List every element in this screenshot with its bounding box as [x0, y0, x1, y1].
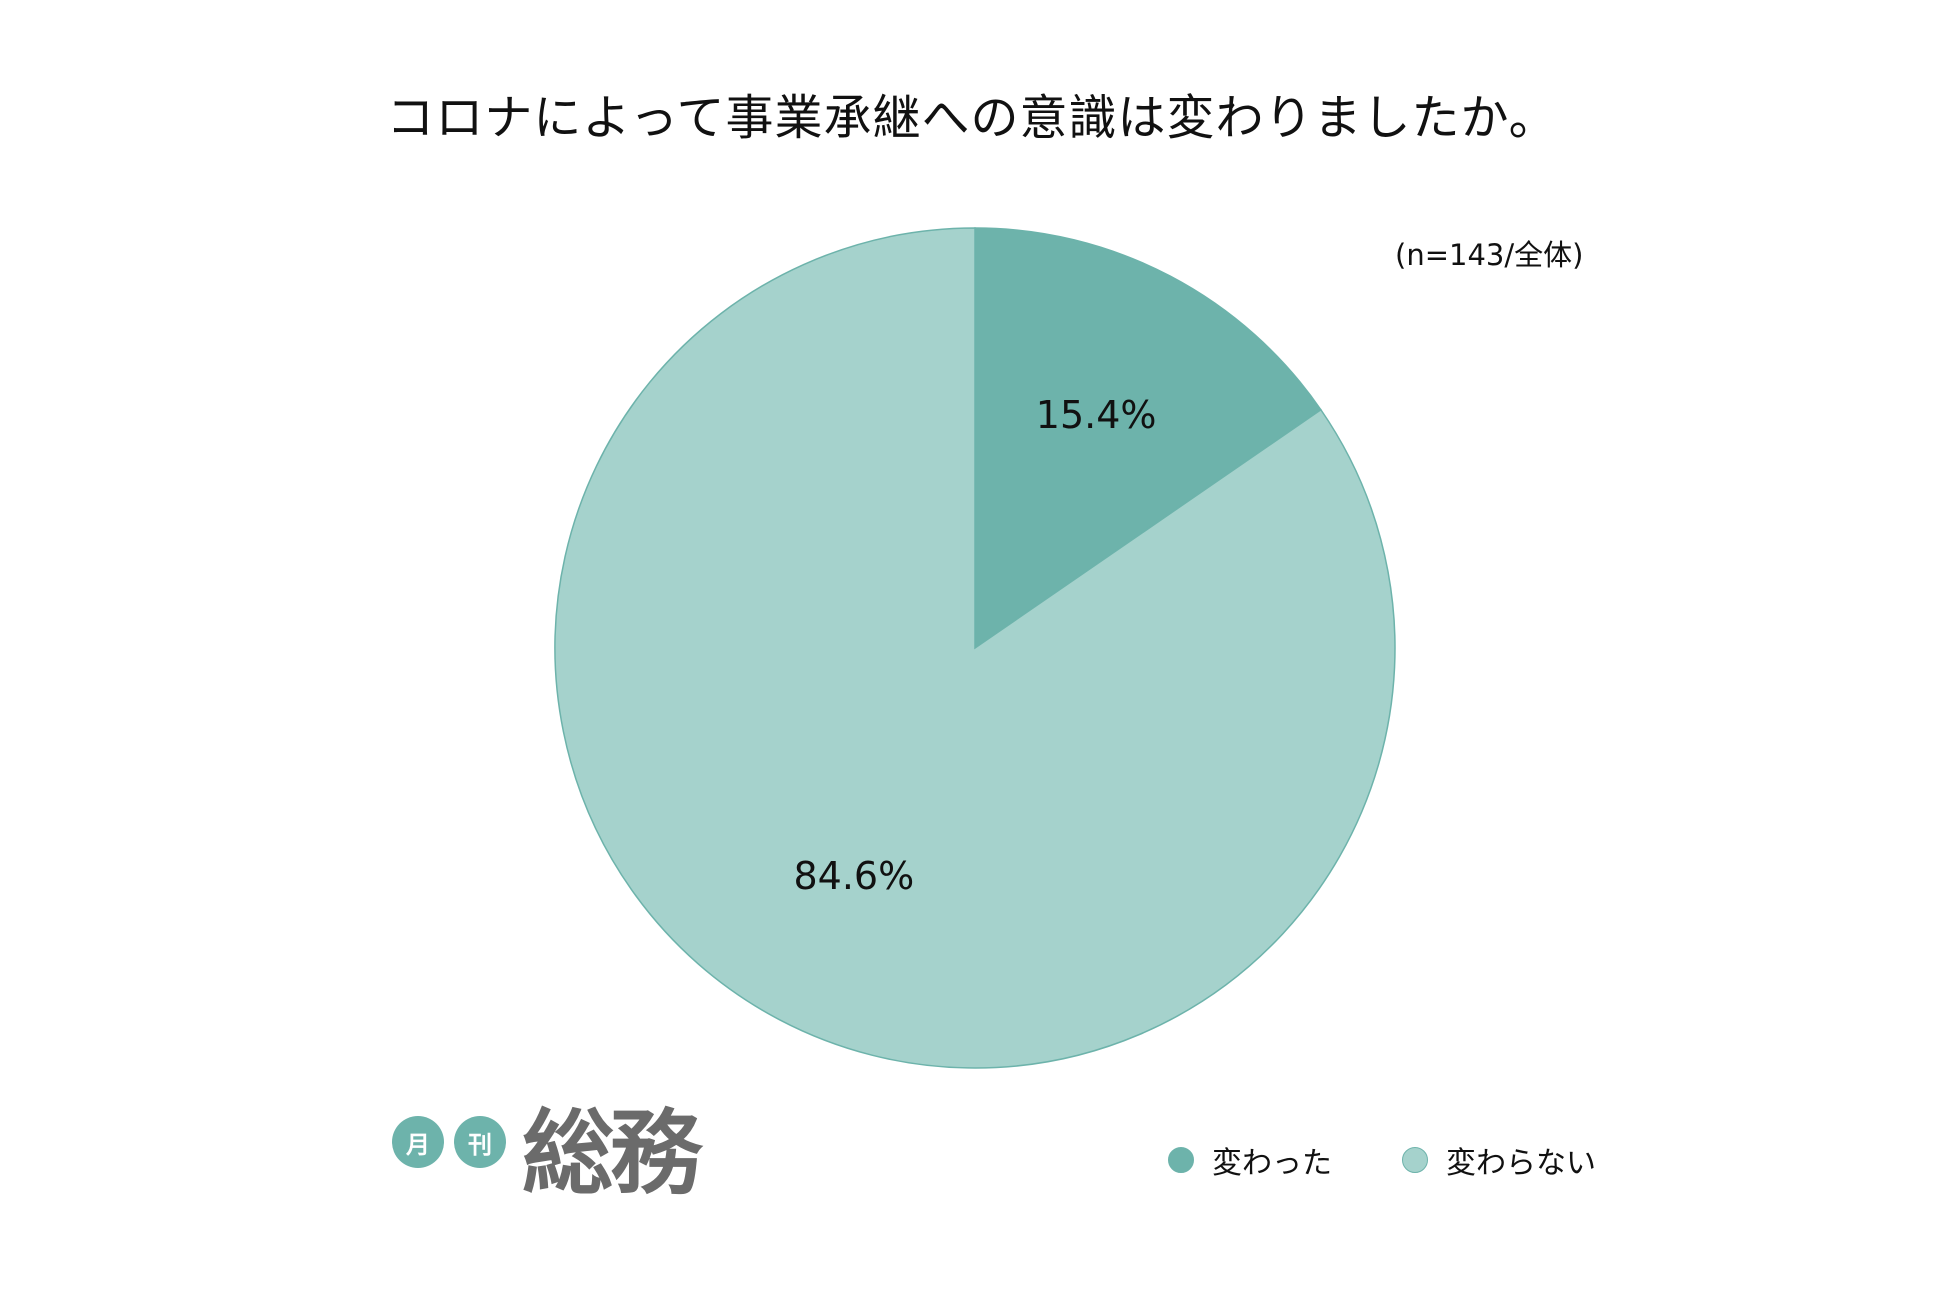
legend-label-changed: 変わった [1212, 1146, 1332, 1181]
legend-swatch-changed [1168, 1147, 1194, 1173]
legend-swatch-unchanged [1402, 1147, 1428, 1173]
logo-wordmark: 総務 [522, 1100, 702, 1207]
logo-badge-publication: 刊 [454, 1116, 506, 1168]
legend-label-unchanged: 変わらない [1446, 1146, 1596, 1181]
legend-item-changed: 変わった [1168, 1138, 1332, 1182]
legend-item-unchanged: 変わらない [1402, 1138, 1596, 1182]
chart-legend: 変わった 変わらない [1168, 1138, 1666, 1182]
sample-size-note: (n=143/全体) [1395, 238, 1584, 272]
chart-title: コロナによって事業承継への意識は変わりましたか。 [386, 90, 1558, 146]
publication-logo: 月 刊 総務 [392, 1100, 702, 1207]
logo-badge-month: 月 [392, 1116, 444, 1168]
pie-slice-changed [974, 227, 1322, 650]
slice-label-changed: 15.4% [1036, 393, 1157, 437]
slice-label-unchanged: 84.6% [794, 854, 915, 898]
pie-slice-unchanged [554, 227, 1396, 1069]
